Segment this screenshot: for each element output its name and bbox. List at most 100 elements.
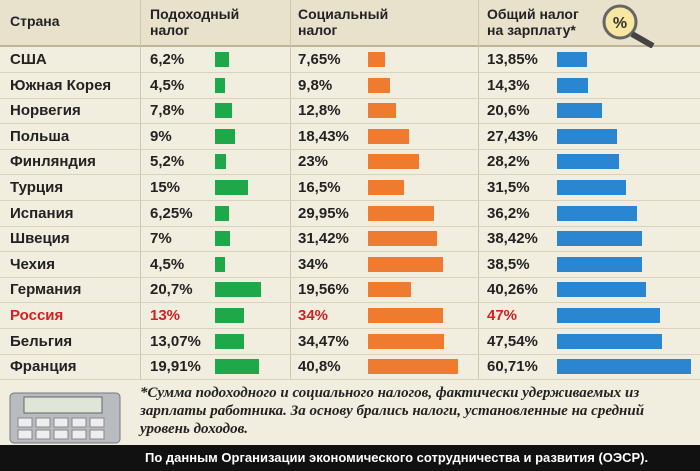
country-label: Финляндия	[10, 153, 96, 171]
country-label: Швеция	[10, 230, 70, 248]
bar	[215, 103, 233, 119]
row: Германия 20,7% 19,56% 40,26%	[0, 277, 700, 304]
row: Чехия 4,5% 34% 38,5%	[0, 252, 700, 278]
bar	[557, 205, 637, 221]
series-header: Социальный налог	[298, 6, 389, 38]
row: Бельгия 13,07% 34,47% 47,54%	[0, 329, 700, 355]
bar	[215, 308, 244, 323]
value-label: 4,5%	[150, 76, 185, 94]
bar	[215, 282, 261, 298]
bar	[557, 52, 588, 67]
bar	[368, 308, 443, 323]
value-label: 13%	[150, 307, 181, 324]
bar	[215, 128, 235, 144]
row: Южная Корея 4,5% 9,8% 14,3%	[0, 73, 700, 99]
value-label: 9%	[150, 127, 172, 145]
bar	[368, 52, 385, 67]
row: Финляндия 5,2% 23% 28,2%	[0, 149, 700, 176]
magnifier-icon: %	[602, 4, 655, 48]
bar	[368, 282, 412, 298]
value-label: 47%	[487, 307, 518, 324]
series-header: Подоходный налог	[150, 6, 240, 38]
value-label: 20,6%	[487, 102, 530, 120]
country-label: Испания	[10, 204, 74, 222]
row: Турция 15% 16,5% 31,5%	[0, 175, 700, 201]
value-label: 6,2%	[150, 51, 185, 68]
value-label: 23%	[298, 153, 329, 171]
bar	[368, 103, 397, 119]
bar	[215, 333, 244, 349]
bar	[557, 333, 662, 349]
bar	[557, 256, 642, 272]
bar	[215, 52, 229, 67]
bar	[557, 180, 627, 195]
country-label: США	[10, 51, 47, 68]
bar	[368, 205, 434, 221]
value-label: 60,71%	[487, 358, 538, 376]
bar	[215, 359, 259, 375]
value-label: 47,54%	[487, 332, 538, 350]
country-label: Россия	[10, 307, 64, 324]
category-header: Страна	[10, 13, 60, 29]
value-label: 18,43%	[298, 127, 349, 145]
value-label: 13,85%	[487, 51, 538, 68]
value-label: 19,56%	[298, 281, 349, 299]
value-label: 5,2%	[150, 153, 185, 171]
country-label: Бельгия	[10, 332, 73, 350]
value-label: 4,5%	[150, 255, 185, 273]
value-label: 9,8%	[298, 76, 333, 94]
value-label: 28,2%	[487, 153, 530, 171]
bar	[557, 154, 620, 170]
bar	[557, 308, 661, 323]
row: Россия 13% 34% 47%	[0, 303, 700, 329]
bar	[215, 154, 227, 170]
bar	[368, 180, 405, 195]
value-label: 31,5%	[487, 179, 530, 196]
value-label: 36,2%	[487, 204, 530, 222]
value-label: 12,8%	[298, 102, 341, 120]
country-label: Германия	[10, 281, 82, 299]
value-label: 31,42%	[298, 230, 349, 248]
bar	[557, 103, 603, 119]
value-label: 16,5%	[298, 179, 341, 196]
value-label: 7,65%	[298, 51, 341, 68]
value-label: 40,26%	[487, 281, 538, 299]
row: Испания 6,25% 29,95% 36,2%	[0, 201, 700, 227]
value-label: 38,5%	[487, 255, 530, 273]
value-label: 13,07%	[150, 332, 201, 350]
value-label: 34,47%	[298, 332, 349, 350]
bar	[368, 128, 409, 144]
value-label: 15%	[150, 179, 181, 196]
country-label: Польша	[10, 127, 70, 145]
row: Франция 19,91% 40,8% 60,71%	[0, 354, 700, 381]
bar	[557, 231, 642, 247]
bar	[368, 154, 419, 170]
value-label: 6,25%	[150, 204, 193, 222]
bar	[557, 359, 691, 375]
bar	[215, 231, 231, 247]
value-label: 7,8%	[150, 102, 185, 120]
value-label: 14,3%	[487, 76, 530, 94]
separator	[478, 0, 479, 380]
country-label: Франция	[10, 358, 77, 376]
source: По данным Организации экономического сот…	[145, 450, 649, 465]
source-band	[0, 445, 700, 471]
row: Норвегия 7,8% 12,8% 20,6%	[0, 98, 700, 125]
bar	[557, 128, 618, 144]
country-label: Норвегия	[10, 102, 81, 120]
separator	[140, 0, 141, 380]
bar	[368, 333, 444, 349]
value-label: 38,42%	[487, 230, 538, 248]
bar	[215, 180, 248, 195]
value-label: 7%	[150, 230, 172, 248]
bar	[215, 77, 225, 93]
value-label: 29,95%	[298, 204, 349, 222]
country-label: Чехия	[10, 255, 55, 273]
bar	[557, 77, 589, 93]
value-label: 34%	[298, 255, 329, 273]
header-band	[0, 0, 700, 47]
row: Швеция 7% 31,42% 38,42%	[0, 226, 700, 253]
country-label: Турция	[10, 179, 64, 196]
bar	[368, 256, 443, 272]
